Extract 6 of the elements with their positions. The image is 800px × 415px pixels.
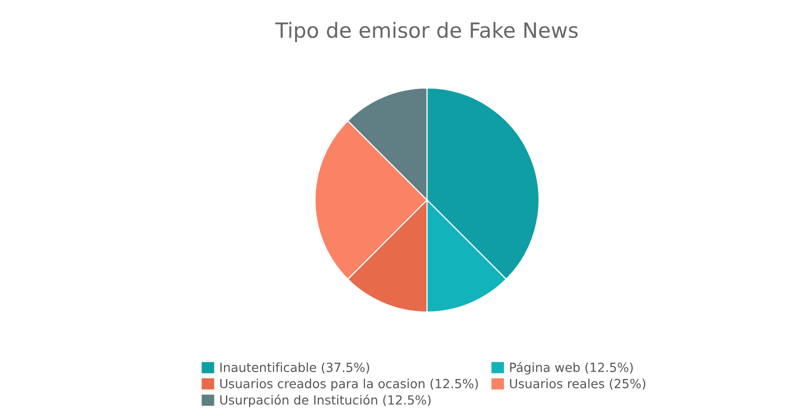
legend-label: Usurpación de Institución (12.5%) (220, 394, 431, 408)
legend-label: Página web (12.5%) (510, 362, 633, 375)
chart-title: Tipo de emisor de Fake News (275, 22, 578, 42)
legend-label: Inautentificable (37.5%) (220, 362, 370, 374)
legend-label: Usuarios creados para la ocasion (12.5%) (220, 378, 478, 391)
legend-label: Usuarios reales (25%) (510, 378, 646, 390)
